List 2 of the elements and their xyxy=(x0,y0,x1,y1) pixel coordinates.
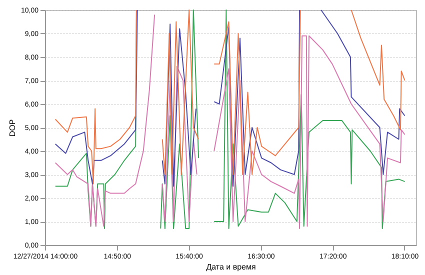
y-axis-title: DOP xyxy=(8,119,17,137)
x-axis-title: Дата и время xyxy=(206,262,256,272)
